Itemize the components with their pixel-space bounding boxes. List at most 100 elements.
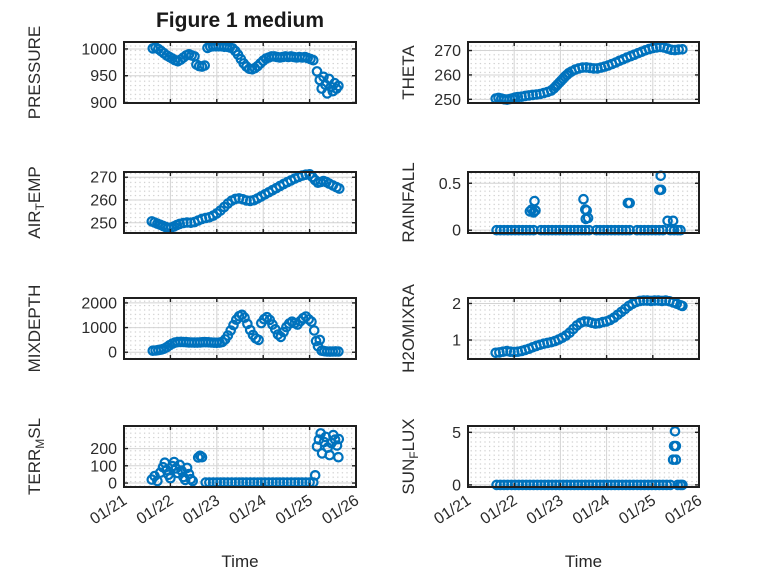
data-point bbox=[582, 212, 594, 224]
data-point bbox=[306, 316, 317, 327]
data-point bbox=[333, 80, 344, 92]
y-tick-label: 0.5 bbox=[439, 176, 461, 193]
x-tick-label: 01/24 bbox=[570, 492, 613, 528]
y-tick-label: 2 bbox=[452, 296, 461, 313]
data-point bbox=[228, 319, 239, 331]
data-point bbox=[225, 325, 236, 336]
x-tick-label: 01/26 bbox=[319, 492, 362, 528]
data-point bbox=[528, 207, 539, 218]
y-tick-label: 5 bbox=[452, 425, 461, 442]
data-point bbox=[252, 60, 263, 72]
y-axis-label: THETA bbox=[399, 45, 418, 100]
plot-border bbox=[123, 171, 357, 234]
plot-border bbox=[123, 425, 357, 488]
y-tick-label: 260 bbox=[90, 192, 117, 209]
subplot-sun-flux: 0 5 SUNFLUX bbox=[399, 418, 700, 495]
y-tick-label: 0 bbox=[452, 477, 461, 494]
x-axis-label-left: Time bbox=[221, 552, 259, 571]
data-point bbox=[572, 224, 584, 236]
plot-border bbox=[467, 297, 700, 360]
data-point bbox=[314, 334, 326, 346]
data-point bbox=[677, 300, 688, 312]
data-point bbox=[199, 60, 210, 71]
y-tick-label: 270 bbox=[434, 43, 461, 60]
data-point bbox=[576, 479, 587, 491]
data-point bbox=[662, 215, 673, 227]
subplot-mixdepth: 0 1000 2000 MIXDEPTH bbox=[25, 285, 357, 373]
x-axis-label-right: Time bbox=[564, 552, 603, 571]
x-tick-label: 01/22 bbox=[478, 492, 521, 528]
data-point bbox=[578, 193, 589, 205]
y-tick-label: 1000 bbox=[81, 41, 117, 58]
data-point bbox=[308, 325, 320, 336]
y-tick-label: 200 bbox=[90, 441, 117, 458]
x-tick-label: 01/26 bbox=[662, 492, 705, 528]
data-point bbox=[253, 334, 264, 346]
x-tick-label: 01/21 bbox=[431, 492, 474, 528]
data-point bbox=[307, 54, 319, 66]
data-point bbox=[665, 224, 676, 236]
data-point bbox=[624, 197, 635, 209]
data-point bbox=[524, 224, 536, 236]
y-tick-label: 250 bbox=[434, 92, 461, 109]
data-point bbox=[677, 43, 688, 55]
y-tick-label: 250 bbox=[90, 215, 117, 232]
y-tick-label: 1000 bbox=[81, 320, 117, 337]
data-point bbox=[333, 451, 344, 463]
data-point bbox=[196, 451, 208, 463]
y-tick-label: 100 bbox=[90, 458, 117, 475]
data-point bbox=[165, 472, 176, 484]
data-point bbox=[187, 475, 198, 487]
data-point bbox=[641, 295, 653, 306]
plot-border bbox=[467, 171, 700, 234]
data-point bbox=[576, 224, 587, 236]
data-point bbox=[331, 440, 343, 451]
x-tick-label: 01/22 bbox=[134, 492, 177, 528]
data-point bbox=[675, 224, 686, 236]
data-point bbox=[667, 215, 679, 227]
x-tick-label: 01/25 bbox=[616, 492, 659, 528]
y-axis-label: PRESSURE bbox=[25, 26, 44, 120]
data-point bbox=[333, 433, 345, 445]
y-tick-label: 2000 bbox=[81, 295, 117, 312]
data-point bbox=[185, 473, 197, 485]
data-point bbox=[333, 183, 345, 194]
plot-border bbox=[123, 41, 357, 104]
y-tick-label: 0 bbox=[108, 476, 117, 493]
data-point bbox=[655, 184, 667, 196]
x-tick-label: 01/25 bbox=[273, 492, 316, 528]
subplot-theta: 250 260 270 THETA bbox=[399, 41, 700, 109]
data-point bbox=[670, 440, 682, 452]
subplot-rainfall: 0 0.5 RAINFALL bbox=[399, 162, 700, 243]
data-point bbox=[677, 479, 688, 491]
data-point bbox=[665, 479, 676, 491]
minor-grid bbox=[468, 426, 699, 487]
y-axis-label: H2OMIXRA bbox=[399, 283, 418, 372]
data-point bbox=[670, 454, 682, 465]
data-point bbox=[304, 169, 315, 180]
y-tick-label: 1 bbox=[452, 333, 461, 350]
subplot-h2omixra: 1 2 H2OMIXRA bbox=[399, 283, 700, 373]
subplot-pressure: 900 950 1000 PRESSURE bbox=[25, 26, 357, 120]
y-tick-label: 0 bbox=[108, 345, 117, 362]
y-tick-label: 270 bbox=[90, 170, 117, 187]
y-tick-label: 0 bbox=[452, 223, 461, 240]
data-point bbox=[227, 43, 238, 54]
y-axis-label: RAINFALL bbox=[399, 162, 418, 242]
y-axis-label: SUNFLUX bbox=[399, 418, 421, 494]
y-tick-label: 900 bbox=[90, 95, 117, 112]
data-point bbox=[572, 479, 584, 491]
x-tick-label: 01/21 bbox=[87, 492, 130, 528]
data-point bbox=[309, 469, 321, 481]
y-tick-label: 950 bbox=[90, 68, 117, 85]
data-point bbox=[579, 224, 591, 236]
data-point bbox=[261, 311, 273, 323]
data-point bbox=[192, 452, 204, 463]
data-point bbox=[661, 479, 672, 491]
data-point bbox=[181, 462, 193, 474]
y-axis-label: MIXDEPTH bbox=[25, 285, 44, 373]
x-tick-label: 01/24 bbox=[227, 492, 270, 528]
